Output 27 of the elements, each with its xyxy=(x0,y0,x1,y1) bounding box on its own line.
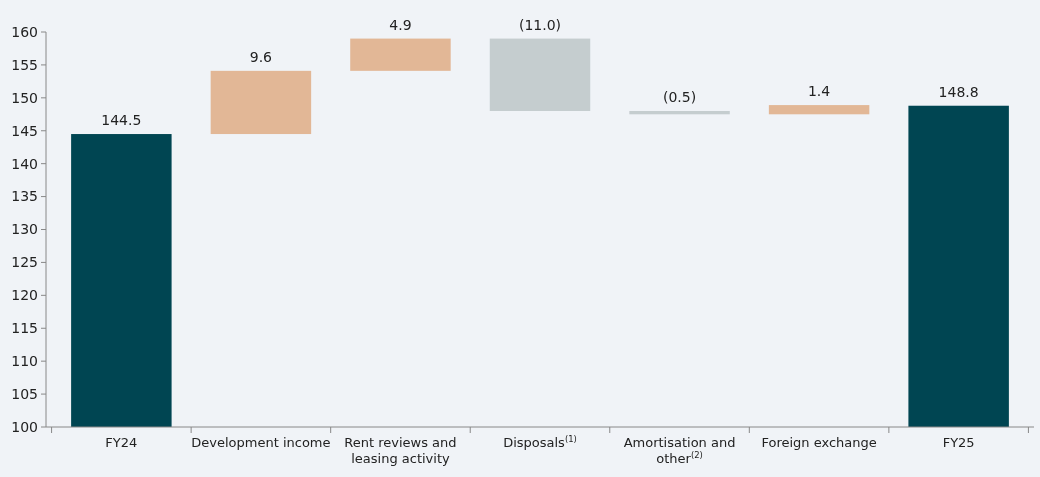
x-tick-label: Foreign exchange xyxy=(761,435,877,450)
y-tick-label: 130 xyxy=(11,221,38,238)
y-tick-label: 105 xyxy=(11,385,38,402)
x-tick-label: Amortisation and other$^{(2)}$ xyxy=(623,435,736,466)
x-tick-label: Rent reviews and leasing activity xyxy=(344,435,457,466)
x-tick-label: Development income xyxy=(191,435,331,450)
y-tick-label: 160 xyxy=(11,23,38,40)
y-tick-label: 135 xyxy=(11,188,38,205)
data-label: 144.5 xyxy=(101,112,142,129)
y-tick-label: 145 xyxy=(11,122,38,139)
data-label: 1.4 xyxy=(807,83,831,100)
y-tick-label: 140 xyxy=(11,155,38,172)
y-tick-label: 110 xyxy=(11,353,38,370)
y-tick-label: 120 xyxy=(11,287,38,304)
y-tick-label: 100 xyxy=(11,418,38,435)
data-label: (11.0) xyxy=(518,16,562,33)
x-tick-label: FY25 xyxy=(942,435,975,450)
x-tick-label: FY24 xyxy=(105,435,138,450)
data-label: 4.9 xyxy=(389,16,412,33)
y-tick-label: 115 xyxy=(11,320,38,337)
y-tick-label: 155 xyxy=(11,56,38,73)
x-tick-label: Disposals$^{(1)}$ xyxy=(503,434,577,450)
y-tick-label: 125 xyxy=(11,254,38,271)
data-label: 148.8 xyxy=(938,83,979,100)
y-tick-label: 150 xyxy=(11,89,38,106)
data-label: (0.5) xyxy=(662,89,697,105)
data-label: 9.6 xyxy=(249,48,273,65)
